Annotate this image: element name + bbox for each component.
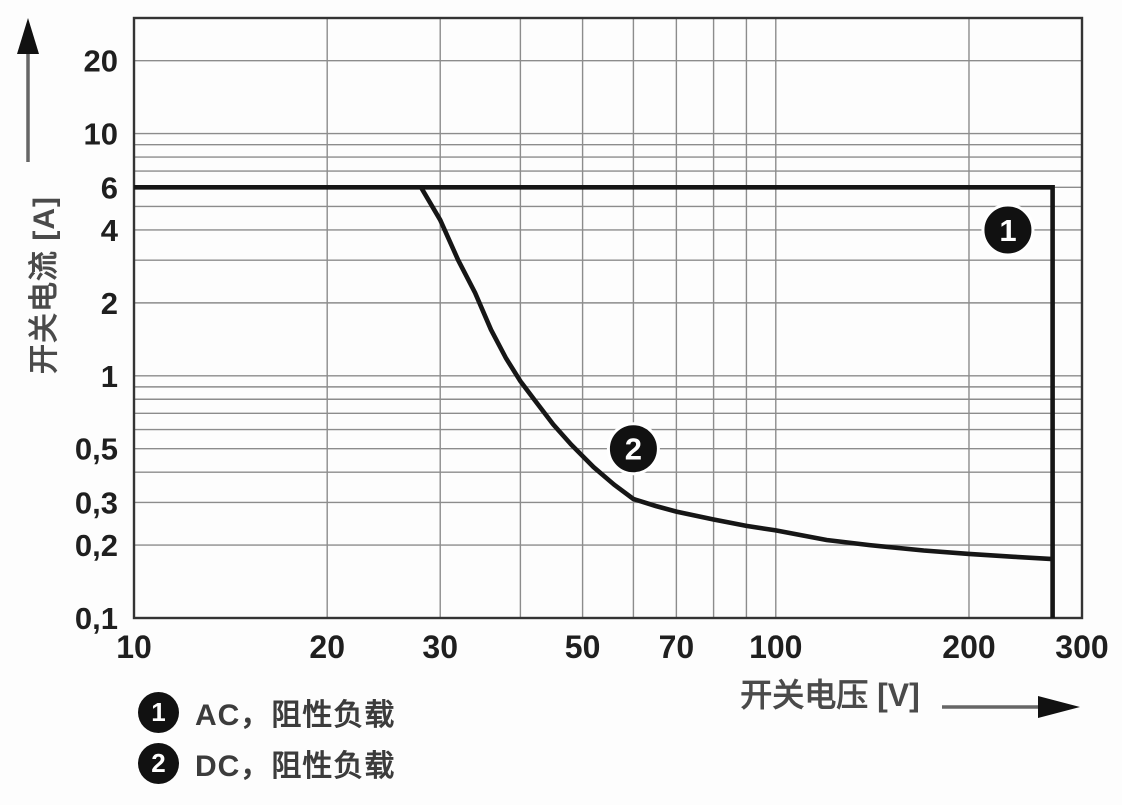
x-tick-label: 10	[116, 629, 152, 665]
y-tick-label: 1	[101, 359, 118, 394]
x-tick-label: 20	[309, 629, 345, 665]
legend-label-ac: AC，阻性负载	[195, 699, 396, 732]
legend-label-dc: DC，阻性负载	[195, 750, 396, 783]
series-curve-ac	[134, 185, 1055, 618]
x-tick-label: 70	[659, 629, 695, 665]
x-tick-label: 30	[422, 629, 458, 665]
x-tick-label: 50	[565, 629, 601, 665]
curve-badge-2-icon	[606, 422, 660, 476]
y-axis-title: 开关电流 [A]	[28, 196, 61, 374]
x-tick-label: 200	[942, 629, 995, 665]
legend: 1 AC，阻性负载 2 DC，阻性负载	[138, 690, 395, 792]
curve-badge-2-number: 2	[625, 432, 642, 467]
series-curve-dc	[419, 186, 1053, 562]
y-tick-label: 20	[84, 44, 118, 79]
x-tick-label: 300	[1055, 629, 1108, 665]
legend-item-dc: 2 DC，阻性负载	[138, 741, 395, 785]
y-tick-label: 0,5	[75, 432, 118, 467]
y-tick-label: 10	[84, 117, 118, 152]
y-tick-label: 4	[101, 213, 119, 248]
plot-frame	[132, 16, 1084, 620]
y-tick-label: 2	[101, 286, 118, 321]
legend-badge-1-icon: 1	[138, 691, 179, 733]
legend-badge-2-icon: 2	[138, 742, 179, 784]
curve-badge-1-icon	[981, 203, 1035, 257]
y-tick-label: 6	[101, 170, 118, 205]
legend-item-ac: 1 AC，阻性负载	[138, 690, 395, 734]
x-tick-label: 100	[749, 629, 802, 665]
y-tick-label: 0,1	[75, 601, 118, 636]
curve-badge-1-number: 1	[999, 213, 1016, 248]
y-tick-label: 0,2	[75, 528, 118, 563]
y-tick-label: 0,3	[75, 485, 118, 520]
x-axis-title: 开关电压 [V]	[740, 677, 920, 713]
